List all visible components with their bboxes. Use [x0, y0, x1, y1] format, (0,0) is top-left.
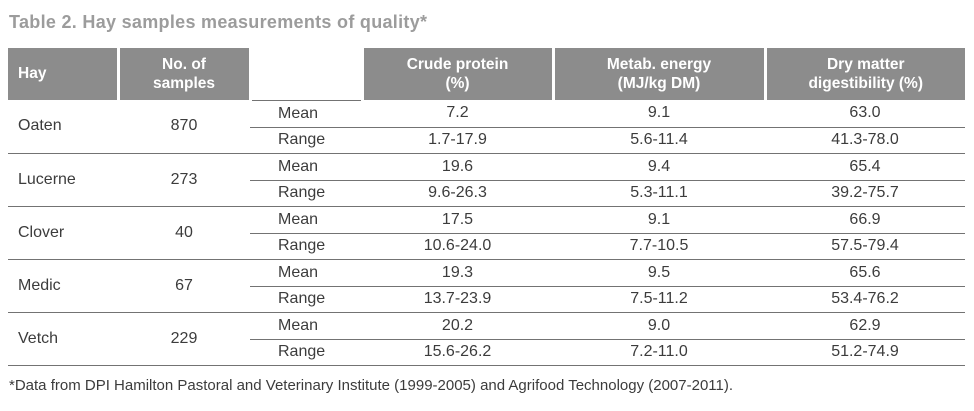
col-header-hay: Hay — [8, 48, 118, 100]
dry-matter-range: 57.5-79.4 — [765, 233, 965, 260]
metab-energy-mean: 9.0 — [553, 312, 765, 340]
col-header-dry-matter: Dry matter digestibility (%) — [763, 48, 965, 100]
metab-energy-mean: 9.5 — [553, 259, 765, 287]
metab-energy-range: 5.3-11.1 — [553, 180, 765, 207]
hay-name: Medic — [8, 259, 118, 313]
dry-matter-mean: 66.9 — [765, 206, 965, 234]
table-row-medic-mean: Medic 67 Mean 19.3 9.5 65.6 — [8, 259, 965, 313]
dry-matter-range: 53.4-76.2 — [765, 286, 965, 313]
crude-protein-mean: 19.3 — [362, 259, 553, 287]
sample-count: 273 — [118, 153, 250, 207]
dry-matter-range: 41.3-78.0 — [765, 127, 965, 154]
sample-count: 870 — [118, 100, 250, 154]
col-header-crude-protein: Crude protein (%) — [360, 48, 553, 100]
crude-protein-mean: 20.2 — [362, 312, 553, 340]
hay-name: Clover — [8, 206, 118, 260]
table-row-vetch-mean: Vetch 229 Mean 20.2 9.0 62.9 — [8, 312, 965, 366]
crude-protein-mean: 7.2 — [362, 100, 553, 128]
stat-label-range: Range — [250, 286, 362, 313]
dry-matter-mean: 63.0 — [765, 100, 965, 128]
table-row-medic-range: Range 13.7-23.9 7.5-11.2 53.4-76.2 — [8, 286, 965, 313]
hay-name: Lucerne — [8, 153, 118, 207]
table-row-clover-range: Range 10.6-24.0 7.7-10.5 57.5-79.4 — [8, 233, 965, 260]
table-row-vetch-range: Range 15.6-26.2 7.2-11.0 51.2-74.9 — [8, 339, 965, 366]
stat-label-mean: Mean — [250, 312, 362, 340]
sample-count: 229 — [118, 312, 250, 366]
crude-protein-range: 9.6-26.3 — [362, 180, 553, 207]
col-header-samples: No. of samples — [116, 48, 250, 100]
hay-name: Oaten — [8, 100, 118, 154]
stat-label-range: Range — [250, 339, 362, 366]
dry-matter-mean: 65.4 — [765, 153, 965, 181]
metab-energy-range: 7.2-11.0 — [553, 339, 765, 366]
dry-matter-range: 39.2-75.7 — [765, 180, 965, 207]
dry-matter-mean: 65.6 — [765, 259, 965, 287]
metab-energy-range: 7.5-11.2 — [553, 286, 765, 313]
crude-protein-mean: 19.6 — [362, 153, 553, 181]
stat-label-mean: Mean — [250, 153, 362, 181]
dry-matter-mean: 62.9 — [765, 312, 965, 340]
footnote: *Data from DPI Hamilton Pastoral and Vet… — [9, 376, 734, 394]
sample-count: 40 — [118, 206, 250, 260]
page: Table 2. Hay samples measurements of qua… — [0, 9, 974, 395]
header-row: Hay No. of samples Crude protein (%) Met… — [8, 48, 965, 101]
crude-protein-range: 13.7-23.9 — [362, 286, 553, 313]
crude-protein-mean: 17.5 — [362, 206, 553, 234]
table-title: Table 2. Hay samples measurements of qua… — [9, 12, 428, 32]
crude-protein-range: 10.6-24.0 — [362, 233, 553, 260]
crude-protein-range: 1.7-17.9 — [362, 127, 553, 154]
stat-label-mean: Mean — [250, 259, 362, 287]
hay-quality-table: Hay No. of samples Crude protein (%) Met… — [8, 48, 965, 366]
stat-label-range: Range — [250, 233, 362, 260]
table-row-clover-mean: Clover 40 Mean 17.5 9.1 66.9 — [8, 206, 965, 260]
table-row-lucerne-range: Range 9.6-26.3 5.3-11.1 39.2-75.7 — [8, 180, 965, 207]
metab-energy-range: 5.6-11.4 — [553, 127, 765, 154]
crude-protein-range: 15.6-26.2 — [362, 339, 553, 366]
table-row-lucerne-mean: Lucerne 273 Mean 19.6 9.4 65.4 — [8, 153, 965, 207]
stat-label-range: Range — [250, 127, 362, 154]
table-row-oaten-mean: Oaten 870 Mean 7.2 9.1 63.0 — [8, 100, 965, 154]
metab-energy-mean: 9.1 — [553, 206, 765, 234]
col-header-metab-energy: Metab. energy (MJ/kg DM) — [551, 48, 765, 100]
sample-count: 67 — [118, 259, 250, 313]
hay-name: Vetch — [8, 312, 118, 366]
stat-label-mean: Mean — [250, 100, 362, 128]
metab-energy-range: 7.7-10.5 — [553, 233, 765, 260]
stat-label-range: Range — [250, 180, 362, 207]
stat-label-mean: Mean — [250, 206, 362, 234]
dry-matter-range: 51.2-74.9 — [765, 339, 965, 366]
table-row-oaten-range: Range 1.7-17.9 5.6-11.4 41.3-78.0 — [8, 127, 965, 154]
col-header-stat-empty — [248, 48, 362, 101]
metab-energy-mean: 9.4 — [553, 153, 765, 181]
metab-energy-mean: 9.1 — [553, 100, 765, 128]
